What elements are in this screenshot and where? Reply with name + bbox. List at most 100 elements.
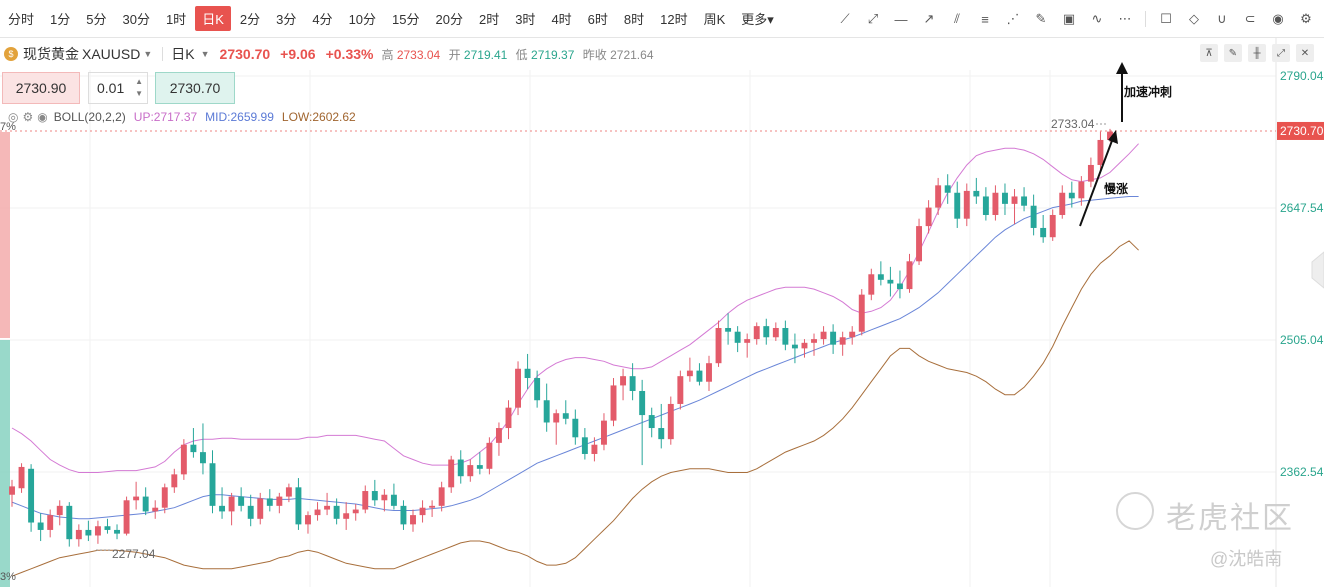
timeframe-19[interactable]: 更多▾ [741,12,774,27]
timeframe-18[interactable]: 周K [703,12,726,27]
candle-body [152,507,159,512]
quantity-stepper[interactable]: 0.01 ▲ ▼ [88,72,148,104]
timeframe-8[interactable]: 4分 [312,12,333,27]
candle-body [1049,214,1056,238]
timeframe-16[interactable]: 8时 [623,12,645,27]
candle-body [686,370,693,377]
divider [162,47,164,61]
settings-icon[interactable]: ⚙ [1300,11,1312,26]
candle-body [553,413,560,423]
candle-icon[interactable]: ╫ [1248,44,1266,62]
indicator-icon[interactable]: ∿ [1091,11,1103,26]
candle-body [94,526,101,536]
candle-body [123,500,130,534]
timeframe-15[interactable]: 6时 [587,12,608,27]
chevron-down-icon[interactable]: ▼ [200,49,210,59]
timeframe-17[interactable]: 12时 [660,12,688,27]
candle-body [1068,192,1075,199]
edit-icon[interactable]: ☐ [1160,11,1172,26]
candle-body [161,487,168,508]
symbol-name[interactable]: 现货黄金 [23,46,79,62]
annotation-text-sprint: 加速冲刺 [1123,84,1172,99]
candle-body [658,428,665,440]
timeframe-7[interactable]: 3分 [276,12,297,27]
candle-body [706,363,712,382]
timeframe-14[interactable]: 4时 [551,12,572,27]
expand-icon[interactable]: ⤢ [1272,44,1290,62]
timeframe-12[interactable]: 2时 [478,12,500,27]
candle-body [581,437,588,454]
horizontal-line-icon[interactable]: — [894,11,908,27]
parallel-channel-icon[interactable]: ⫽ [954,11,960,26]
more-icon[interactable]: ⋯ [1118,11,1132,26]
timeframe-6[interactable]: 2分 [239,12,261,27]
candle-body [486,442,493,469]
drawing-tools: ⟋ ⤢ — ↗ ⫽ ≡ ⋰ ✎ ▣ ∿ ⋯ ☐ ◇ ∪ ⊂ ◉ ⚙ [837,0,1314,38]
trend-line-icon[interactable]: ⟋ [840,11,850,26]
close-icon[interactable]: ✕ [1296,44,1314,62]
candle-body [448,459,455,488]
symbol-code[interactable]: XAUUSD [82,46,141,62]
chart-type-icon[interactable]: ⊼ [1200,44,1218,62]
timeframe-11[interactable]: 20分 [435,12,463,27]
candle-body [390,494,397,506]
buy-price-button[interactable]: 2730.70 [155,72,235,104]
candle-body [963,190,970,219]
eye-icon[interactable]: ◎ [8,110,19,124]
low-value: 2719.37 [531,47,575,62]
candle-body [801,342,808,349]
magnet-icon[interactable]: ∪ [1217,11,1227,26]
timeframe-4[interactable]: 1时 [165,12,187,27]
candle-body [982,196,989,215]
candle-body [896,283,903,290]
timeframe-13[interactable]: 3时 [515,12,536,27]
timeframe-3[interactable]: 30分 [122,12,150,27]
boll-line-mid [11,196,1139,520]
candle-body [476,465,483,469]
eye-icon[interactable]: ◉ [1272,11,1284,26]
left-buy-bar [0,340,10,587]
candle-body [295,487,302,525]
left-edge-label-bottom: 3% [0,571,16,583]
visibility-icon[interactable]: ◉ [37,110,48,124]
ray-icon[interactable]: ↗ [923,11,935,26]
brush-icon[interactable]: ✎ [1035,11,1047,26]
fibonacci-icon[interactable]: ≡ [981,11,989,27]
chevron-down-icon[interactable]: ▼ [143,49,153,59]
timeframe-10[interactable]: 15分 [392,12,420,27]
low-marker-label: 2277.04 [112,547,156,561]
timeframe-5[interactable]: 日K [195,6,231,31]
eraser-icon[interactable]: ◇ [1189,11,1199,26]
fan-icon[interactable]: ⋰ [1006,11,1020,26]
candle-body [180,444,187,475]
candle-body [753,326,760,340]
candle-body [782,327,789,345]
timeframe-0[interactable]: 分时 [8,12,35,27]
candle-body [1059,192,1066,215]
candle-body [209,463,216,506]
pencil-icon[interactable]: ✎ [1224,44,1242,62]
candle-body [992,192,999,215]
timeframe-9[interactable]: 10分 [348,12,377,27]
candle-body [1107,131,1113,140]
annotation-arrowhead-diag [1108,130,1118,144]
annotation-text-slow: 慢涨 [1104,181,1128,196]
lock-icon[interactable]: ⊂ [1244,11,1256,26]
stepper-arrows-icon[interactable]: ▲ ▼ [135,77,143,98]
settings-icon[interactable]: ⚙ [22,110,34,124]
sell-price-button[interactable]: 2730.90 [2,72,80,104]
candle-body [276,496,283,506]
extended-line-icon[interactable]: ⤢ [867,11,879,26]
watermark-author: @沈皓南 [1210,549,1283,569]
timeframe-2[interactable]: 5分 [86,12,107,27]
period-select[interactable]: 日K [171,46,195,62]
candle-body [133,496,140,501]
image-icon[interactable]: ▣ [1062,11,1076,26]
candle-body [1097,139,1104,165]
timeframe-1[interactable]: 1分 [50,12,71,27]
boll-line-up [11,143,1139,473]
candle-body [219,505,226,512]
quantity-value[interactable]: 0.01 [97,80,125,96]
boll-low: LOW:2602.62 [281,110,356,124]
